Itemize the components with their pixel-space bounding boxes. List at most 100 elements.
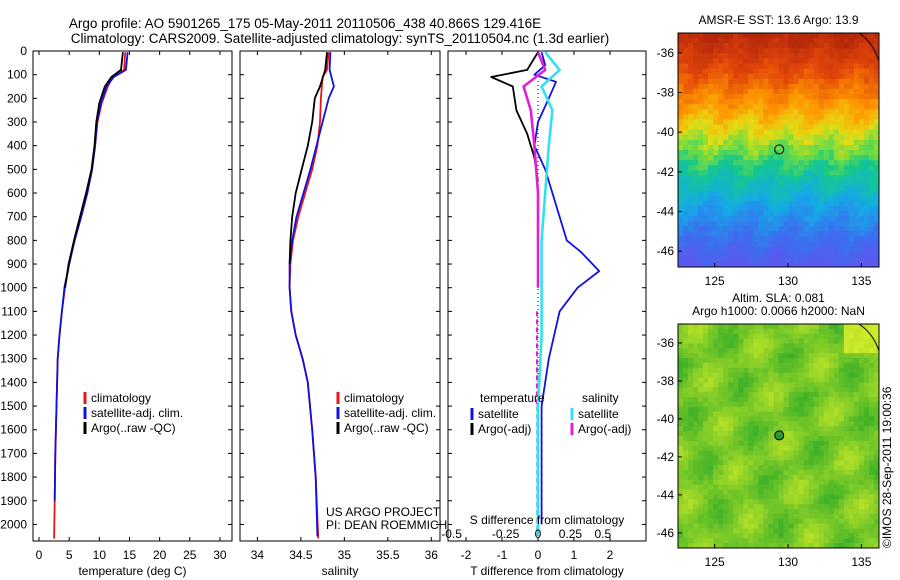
map-cell — [773, 78, 779, 85]
map-cell — [768, 479, 774, 486]
map-cell — [688, 175, 694, 181]
map-cell — [728, 68, 734, 75]
map-cell — [818, 324, 825, 330]
map-cell — [778, 94, 784, 100]
map-cell — [733, 538, 739, 544]
map-cell — [743, 372, 749, 378]
map-cell — [708, 33, 714, 39]
map-cell — [753, 387, 759, 393]
map-y-tick-label: -40 — [657, 125, 675, 139]
map-cell — [748, 440, 754, 447]
map-cell — [838, 445, 845, 452]
map-cell — [733, 99, 739, 105]
map-cell — [733, 160, 739, 166]
map-cell — [678, 465, 684, 471]
map-cell — [788, 99, 794, 105]
map-cell — [683, 150, 689, 156]
map-cell — [708, 338, 714, 344]
map-cell — [683, 251, 689, 258]
map-cell — [753, 231, 759, 237]
map-cell — [873, 513, 880, 520]
map-cell — [748, 392, 754, 398]
map-cell — [738, 348, 744, 354]
map-cell — [813, 261, 820, 268]
map-cell — [833, 109, 840, 115]
map-cell — [758, 68, 764, 75]
map-cell — [838, 416, 845, 422]
map-cell — [798, 372, 805, 378]
x-tick-label: 5 — [66, 548, 73, 562]
map-cell — [863, 440, 870, 447]
map-cell — [703, 48, 709, 54]
map-cell — [763, 33, 769, 39]
map-cell — [823, 38, 830, 44]
map-cell — [778, 474, 784, 481]
map-cell — [703, 387, 709, 393]
map-cell — [793, 38, 800, 44]
map-cell — [758, 58, 764, 64]
map-cell — [728, 470, 734, 476]
map-cell — [803, 489, 810, 495]
map-cell — [693, 426, 699, 432]
map-cell — [773, 533, 779, 539]
map-cell — [813, 144, 820, 151]
map-cell — [733, 226, 739, 232]
map-cell — [733, 426, 739, 432]
map-cell — [853, 231, 860, 237]
map-cell — [723, 455, 729, 461]
map-cell — [693, 387, 699, 393]
map-cell — [693, 94, 699, 100]
map-cell — [833, 513, 840, 520]
map-cell — [683, 338, 689, 344]
map-cell — [758, 367, 764, 374]
map-cell — [873, 533, 880, 539]
map-cell — [678, 38, 684, 44]
map-cell — [873, 104, 880, 110]
map-cell — [728, 324, 734, 330]
map-cell — [773, 353, 779, 359]
map-cell — [783, 484, 789, 490]
map-cell — [813, 221, 820, 227]
map-cell — [723, 78, 729, 85]
map-cell — [853, 33, 860, 39]
map-cell — [743, 114, 749, 120]
map-cell — [778, 333, 784, 340]
map-cell — [838, 256, 845, 263]
map-cell — [808, 470, 815, 476]
map-cell — [833, 440, 840, 447]
map-cell — [773, 377, 779, 383]
map-cell — [748, 518, 754, 525]
map-cell — [748, 38, 754, 44]
map-cell — [798, 367, 805, 374]
map-cell — [873, 377, 880, 383]
map-cell — [758, 324, 764, 330]
map-cell — [683, 489, 689, 495]
map-cell — [783, 251, 789, 258]
map-cell — [853, 465, 860, 471]
map-cell — [863, 450, 870, 456]
map-cell — [763, 499, 769, 505]
map-cell — [748, 180, 754, 187]
map-cell — [813, 150, 820, 156]
map-cell — [773, 328, 779, 335]
map-cell — [693, 205, 699, 212]
map-cell — [693, 256, 699, 263]
map-cell — [823, 406, 830, 413]
map-cell — [788, 504, 794, 510]
map-cell — [823, 109, 830, 115]
map-cell — [853, 251, 860, 258]
header-line-1: Argo profile: AO 5901265_175 05-May-2011… — [69, 16, 541, 31]
map-cell — [698, 465, 704, 471]
map-cell — [823, 114, 830, 120]
map-cell — [773, 83, 779, 90]
map-cell — [698, 155, 704, 161]
map-cell — [763, 382, 769, 388]
map-cell — [833, 509, 840, 515]
map-cell — [718, 180, 724, 187]
map-cell — [703, 392, 709, 398]
map-cell — [793, 436, 800, 442]
map-cell — [738, 470, 744, 476]
map-cell — [798, 518, 805, 525]
map-cell — [813, 211, 820, 217]
map-cell — [698, 416, 704, 422]
